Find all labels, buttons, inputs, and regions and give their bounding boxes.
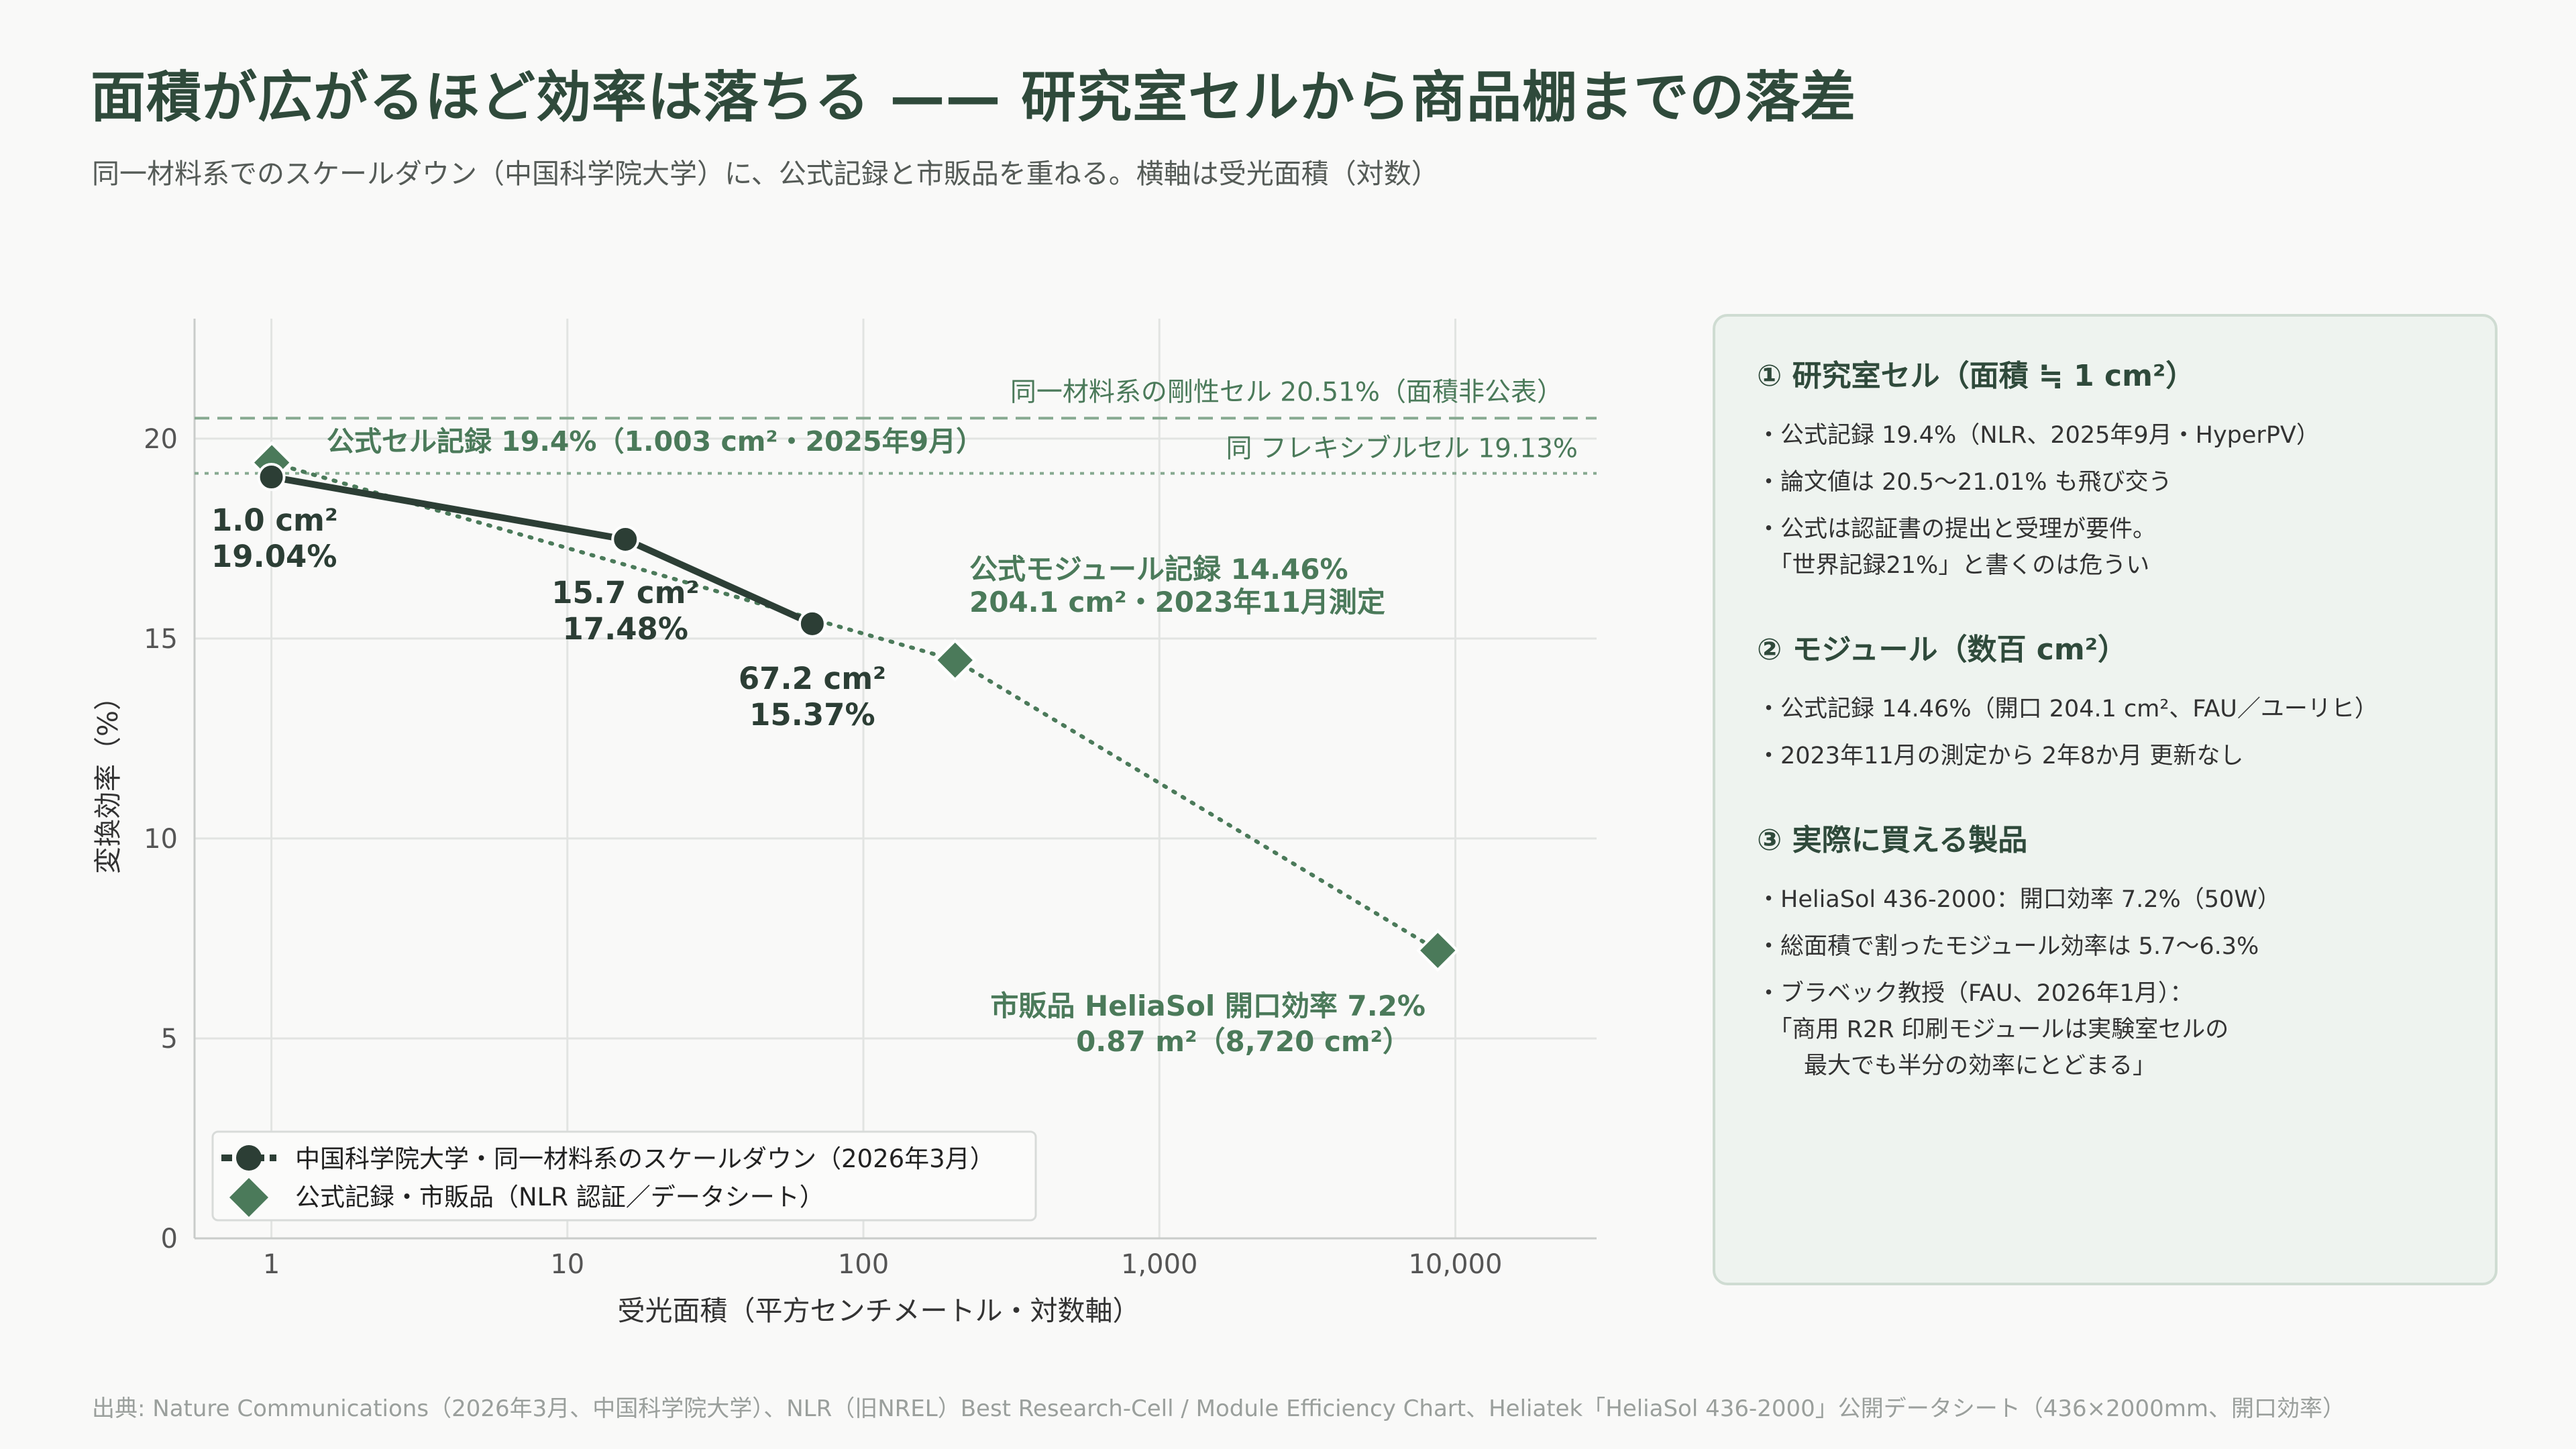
page-subtitle: 同一材料系でのスケールダウン（中国科学院大学）に、公式記録と市販品を重ねる。横軸… (92, 158, 1439, 190)
note-item: ・公式記録 14.46%（開口 204.1 cm²、FAU／ユーリヒ） (1757, 696, 2378, 722)
note-item: ・HeliaSol 436-2000：開口効率 7.2%（50W） (1757, 886, 2281, 913)
official-point-marker (1416, 928, 1460, 972)
page-title: 面積が広がるほど効率は落ちる —— 研究室セルから商品棚までの落差 (91, 66, 1857, 129)
reference-label-rigid: 同一材料系の剛性セル 20.51%（面積非公表） (1010, 377, 1563, 407)
product-label: 市販品 HeliaSol 開口効率 7.2% (990, 989, 1426, 1022)
note-item: ・2023年11月の測定から 2年8か月 更新なし (1757, 743, 2244, 769)
notes-panel: ① 研究室セル（面積 ≒ 1 cm²） ・公式記録 19.4%（NLR、2025… (1713, 314, 2498, 1285)
scaledown-efficiency-label: 15.37% (749, 697, 875, 733)
scaledown-point-marker (257, 463, 286, 492)
notes-section-module: ② モジュール（数百 cm²） ・公式記録 14.46%（開口 204.1 cm… (1757, 625, 2458, 774)
x-tick-label: 1,000 (1121, 1249, 1198, 1280)
legend-label-official: 公式記録・市販品（NLR 認証／データシート） (295, 1183, 824, 1212)
series-layer (250, 441, 1460, 972)
note-item: ・ブラベック教授（FAU、2026年1月）： 「商用 R2R 印刷モジュールは実… (1757, 980, 2229, 1079)
efficiency-chart: 1 10 100 1,000 10,000 0 5 10 15 20 受光面積（平方センチメートル・… (92, 319, 1597, 1327)
scaledown-efficiency-label: 17.48% (563, 611, 688, 647)
legend: 中国科学院大学・同一材料系のスケールダウン（2026年3月） 公式記録・市販品（N… (211, 1130, 1037, 1222)
axes-layer: 1 10 100 1,000 10,000 0 5 10 15 20 受光面積（平方センチメートル・… (92, 319, 1597, 1327)
note-item: ・論文値は 20.5〜21.01% も飛び交う (1757, 469, 2172, 496)
notes-heading-product: ③ 実際に買える製品 (1757, 823, 2028, 857)
y-tick-label: 10 (144, 824, 178, 855)
official-module-label: 公式モジュール記録 14.46% (969, 553, 1348, 586)
note-item: ・公式記録 19.4%（NLR、2025年9月・HyperPV） (1757, 422, 2320, 449)
official-point-marker (933, 639, 977, 682)
notes-heading-lab-cell: ① 研究室セル（面積 ≒ 1 cm²） (1757, 359, 2196, 393)
product-sublabel: 0.87 m²（8,720 cm²） (1076, 1025, 1411, 1058)
y-tick-label: 20 (144, 424, 178, 455)
legend-swatch-scaledown-marker (236, 1145, 262, 1171)
note-item: ・公式は認証書の提出と受理が要件。 「世界記録21%」と書くのは危うい (1757, 516, 2157, 579)
scaledown-area-label: 15.7 cm² (551, 575, 699, 610)
legend-label-scaledown: 中国科学院大学・同一材料系のスケールダウン（2026年3月） (295, 1144, 995, 1173)
y-tick-label: 5 (161, 1024, 178, 1055)
source-footer: 出典: Nature Communications（2026年3月、中国科学院大… (92, 1395, 2345, 1422)
reference-label-flexible: 同 フレキシブルセル 19.13% (1226, 434, 1578, 464)
x-tick-label: 100 (838, 1249, 889, 1280)
legend-box (211, 1130, 1037, 1222)
series-scaledown-line (270, 474, 814, 627)
x-tick-label: 10 (550, 1249, 584, 1280)
official-cell-label: 公式セル記録 19.4%（1.003 cm²・2025年9月） (327, 425, 983, 458)
x-tick-label: 1 (263, 1249, 280, 1280)
notes-heading-module: ② モジュール（数百 cm²） (1757, 633, 2128, 667)
y-tick-label: 0 (161, 1224, 178, 1254)
notes-section-product: ③ 実際に買える製品 ・HeliaSol 436-2000：開口効率 7.2%（… (1757, 816, 2458, 1084)
x-axis-title: 受光面積（平方センチメートル・対数軸） (618, 1295, 1140, 1327)
note-item: ・総面積で割ったモジュール効率は 5.7〜6.3% (1757, 933, 2259, 960)
reference-lines: 同一材料系の剛性セル 20.51%（面積非公表） 同 フレキシブルセル 19.13… (195, 377, 1597, 475)
x-tick-label: 10,000 (1408, 1249, 1502, 1280)
scaledown-point-marker (611, 525, 640, 554)
y-axis-title: 変換効率（%） (92, 683, 124, 874)
scaledown-efficiency-label: 19.04% (211, 539, 337, 574)
scaledown-point-marker (798, 609, 826, 638)
scaledown-area-label: 67.2 cm² (739, 661, 886, 696)
legend-swatch-official-marker (229, 1178, 268, 1217)
official-module-sublabel: 204.1 cm²・2023年11月測定 (969, 586, 1385, 619)
y-tick-label: 15 (144, 624, 178, 655)
notes-section-lab-cell: ① 研究室セル（面積 ≒ 1 cm²） ・公式記録 19.4%（NLR、2025… (1757, 352, 2458, 584)
scaledown-area-label: 1.0 cm² (211, 502, 338, 538)
